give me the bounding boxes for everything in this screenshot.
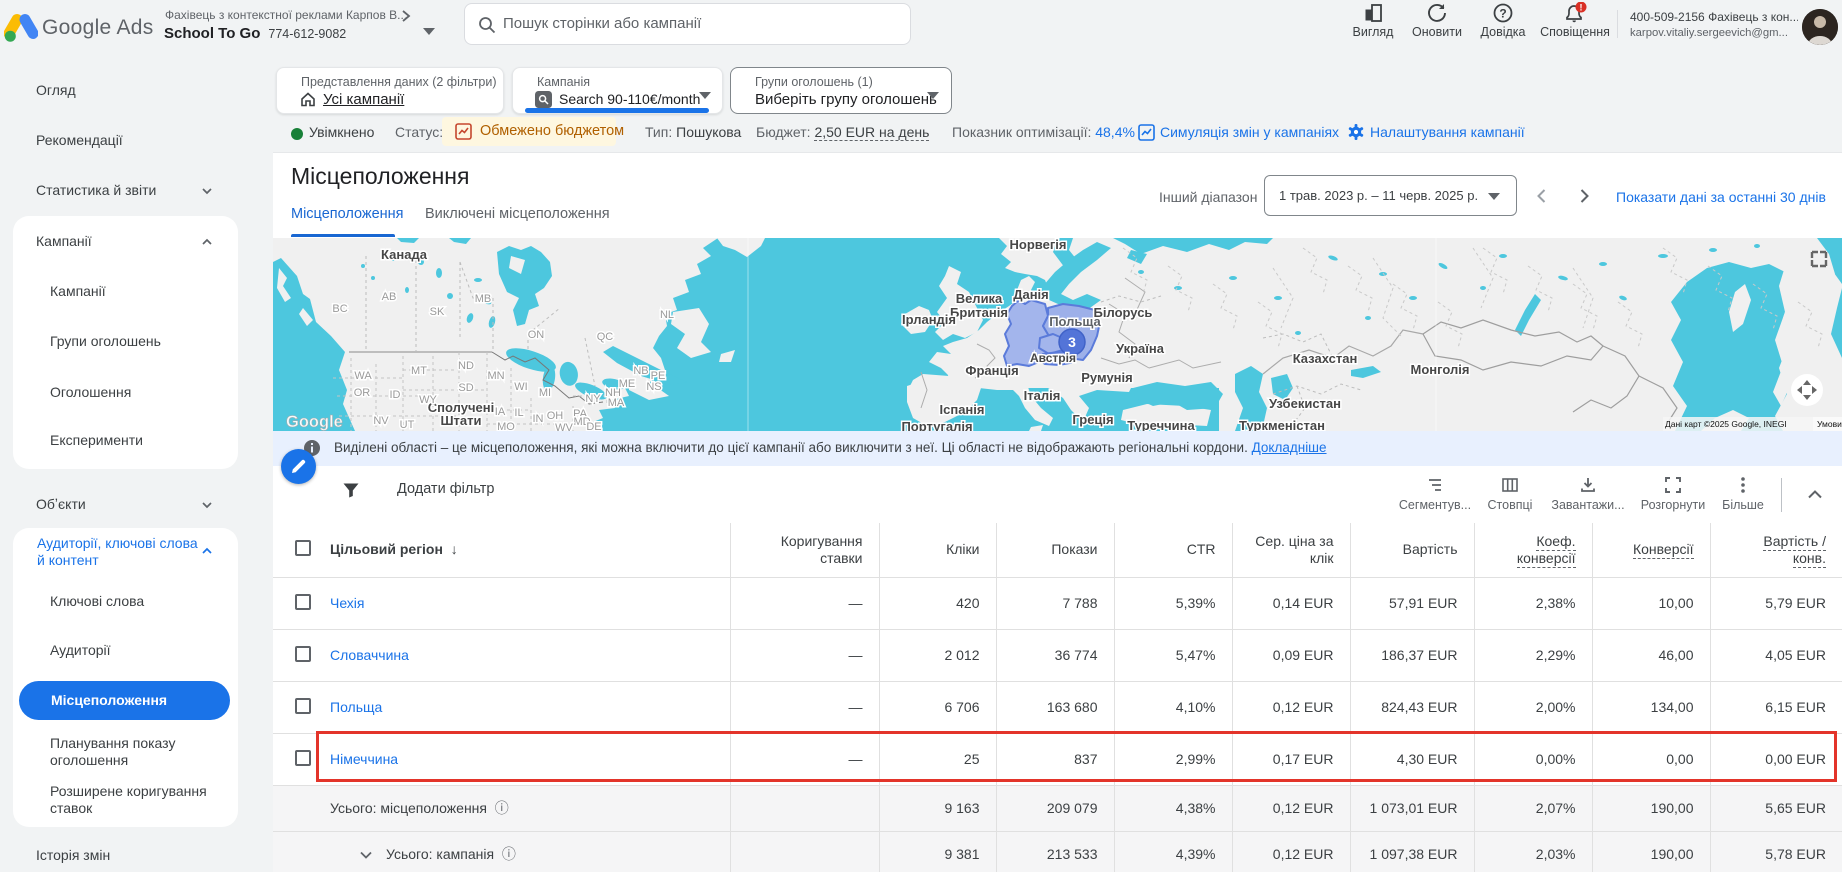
svg-text:QC: QC [597,331,614,343]
svg-text:3: 3 [1068,334,1076,350]
svg-text:OH: OH [547,410,564,422]
svg-text:Сполучені: Сполучені [428,400,494,415]
svg-text:Узбекистан: Узбекистан [1269,396,1341,411]
svg-text:DE: DE [586,421,601,431]
svg-text:Умови: Умови [1817,419,1842,429]
svg-text:WV: WV [555,422,573,431]
svg-text:MB: MB [475,293,492,305]
svg-text:Франція: Франція [965,363,1018,378]
svg-text:?: ? [1499,7,1506,21]
svg-text:NL: NL [660,309,674,321]
svg-text:Штати: Штати [440,413,481,428]
svg-text:Туркменістан: Туркменістан [1239,418,1325,431]
svg-text:ME: ME [619,378,636,390]
svg-text:NH: NH [605,387,621,399]
svg-text:Австрія: Австрія [1030,351,1076,365]
svg-text:Португалія: Португалія [901,419,972,431]
svg-text:Італія: Італія [1024,388,1061,403]
svg-text:WI: WI [514,381,527,393]
svg-text:Греція: Греція [1072,412,1113,427]
svg-text:Іспанія: Іспанія [940,402,985,417]
svg-text:NS: NS [646,381,661,393]
svg-text:BC: BC [332,303,347,315]
svg-text:Google: Google [286,413,343,431]
svg-text:MT: MT [411,365,427,377]
svg-text:IA: IA [495,406,506,418]
svg-text:SK: SK [430,306,445,318]
svg-text:IL: IL [514,407,523,419]
svg-text:Білорусь: Білорусь [1094,305,1153,320]
svg-text:Україна: Україна [1116,341,1165,356]
svg-text:Дані карт ©2025 Google, INEGI: Дані карт ©2025 Google, INEGI [1665,419,1787,429]
svg-text:Румунія: Румунія [1081,370,1132,385]
svg-text:PA: PA [573,408,588,420]
svg-text:Польща: Польща [1049,314,1101,329]
svg-text:Казахстан: Казахстан [1293,351,1358,366]
svg-text:MN: MN [487,370,504,382]
svg-text:Британія: Британія [950,305,1008,320]
svg-text:Туреччина: Туреччина [1127,418,1195,431]
svg-text:WY: WY [419,394,437,406]
svg-text:MA: MA [608,397,625,409]
svg-text:PE: PE [651,370,666,382]
svg-text:NV: NV [373,415,389,427]
svg-text:Велика: Велика [956,291,1003,306]
svg-text:!: ! [1580,3,1583,13]
svg-text:Монголія: Монголія [1411,362,1470,377]
svg-text:AB: AB [382,291,397,303]
svg-text:OR: OR [354,387,371,399]
svg-text:WA: WA [354,370,372,382]
svg-text:SD: SD [458,382,473,394]
svg-text:NB: NB [633,365,648,377]
svg-text:MI: MI [539,387,551,399]
svg-text:Ірландія: Ірландія [902,312,956,327]
svg-text:IN: IN [533,413,544,425]
svg-text:MD: MD [573,416,590,428]
svg-text:Данія: Данія [1013,287,1049,302]
svg-text:UT: UT [400,419,415,431]
svg-text:ON: ON [528,329,545,341]
svg-text:MO: MO [497,421,515,431]
svg-text:NY: NY [585,393,601,405]
svg-text:Канада: Канада [381,247,428,262]
svg-text:ND: ND [458,360,474,372]
svg-text:Норвегія: Норвегія [1010,238,1067,252]
svg-text:ID: ID [390,389,401,401]
